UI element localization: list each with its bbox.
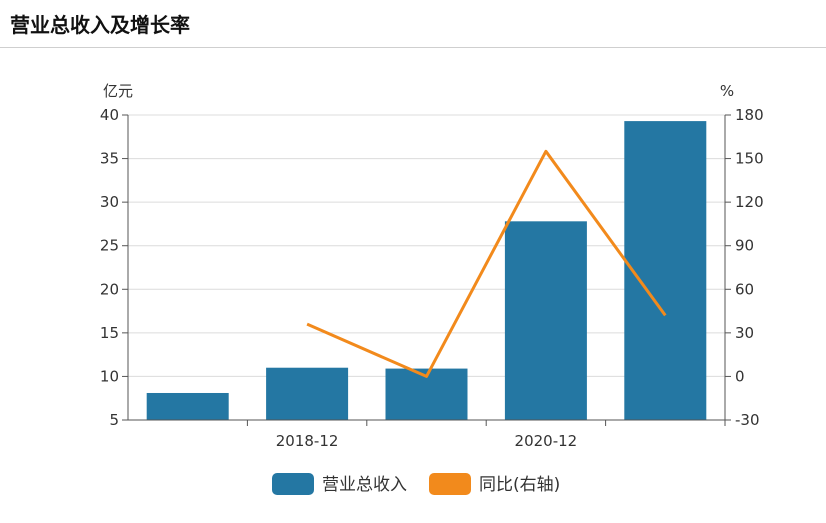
revenue-bar bbox=[624, 121, 707, 420]
x-tick-label: 2018-12 bbox=[276, 432, 339, 450]
y-right-tick-label: 180 bbox=[735, 106, 764, 124]
y-left-tick-label: 35 bbox=[100, 150, 119, 168]
y-left-tick-label: 30 bbox=[100, 193, 119, 211]
axes: 5 10 15 20 25 30 35 40 -30 0 30 60 90 120 150 180 亿元 % 201… bbox=[100, 82, 764, 450]
line-series bbox=[306, 149, 667, 378]
legend-swatch-yoy bbox=[429, 473, 471, 495]
revenue-bar bbox=[266, 367, 349, 420]
y-right-unit-label: % bbox=[720, 82, 734, 100]
y-right-tick-label: 0 bbox=[735, 367, 745, 385]
y-left-tick-label: 40 bbox=[100, 106, 119, 124]
y-right-tick-label: 30 bbox=[735, 324, 754, 342]
y-left-unit-label: 亿元 bbox=[103, 82, 133, 100]
page-title: 营业总收入及增长率 bbox=[10, 13, 190, 37]
bar-series bbox=[146, 121, 707, 420]
legend-label-revenue: 营业总收入 bbox=[322, 475, 407, 495]
x-tick-label: 2020-12 bbox=[515, 432, 578, 450]
y-right-tick-label: 120 bbox=[735, 193, 764, 211]
yoy-growth-line bbox=[306, 149, 667, 378]
y-left-tick-label: 20 bbox=[100, 280, 119, 298]
header-bar: 营业总收入及增长率 bbox=[0, 0, 826, 48]
y-right-tick-label: 90 bbox=[735, 237, 754, 255]
y-left-tick-label: 10 bbox=[100, 367, 119, 385]
revenue-bar bbox=[504, 221, 587, 420]
y-left-tick-label: 15 bbox=[100, 324, 119, 342]
y-right-tick-label: 60 bbox=[735, 280, 754, 298]
y-left-tick-label: 5 bbox=[109, 411, 119, 429]
y-right-tick-label: -30 bbox=[735, 411, 760, 429]
y-right-tick-label: 150 bbox=[735, 150, 764, 168]
legend-swatch-revenue bbox=[272, 473, 314, 495]
legend: 营业总收入 同比(右轴) bbox=[272, 473, 560, 495]
y-left-tick-label: 25 bbox=[100, 237, 119, 255]
legend-label-yoy: 同比(右轴) bbox=[479, 475, 560, 495]
revenue-bar bbox=[146, 392, 229, 420]
